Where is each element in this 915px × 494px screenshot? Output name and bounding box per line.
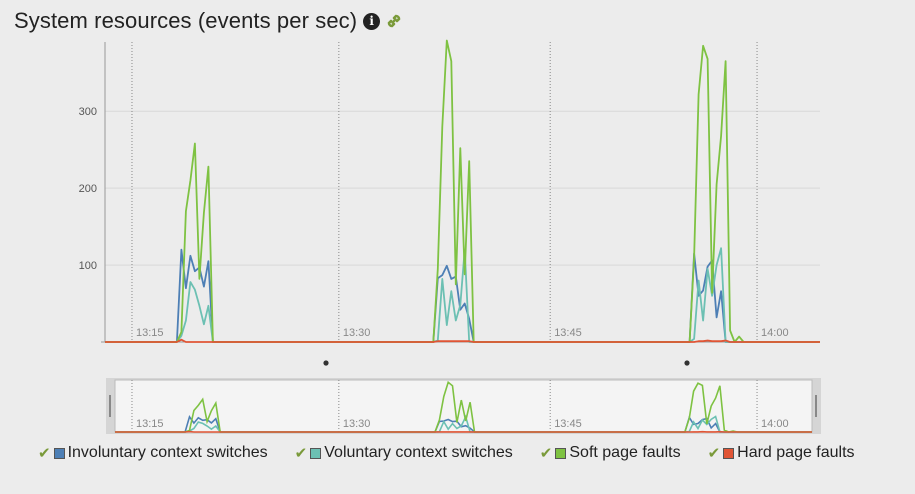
y-tick-label: 200: [79, 183, 97, 195]
navigator-tick-label: 13:45: [554, 418, 582, 430]
range-marker: [684, 360, 690, 366]
line-chart: 100 200 300 13:15 13:30 13:45 14:00 13:15 13:30 1…: [79, 39, 821, 434]
legend-label: Hard page faults: [737, 444, 855, 461]
x-tick-label: 13:30: [343, 327, 371, 339]
navigator-tick-label: 14:00: [761, 418, 789, 430]
checkmark-icon: ✔: [38, 445, 51, 462]
chart-header: System resources (events per sec) i: [14, 6, 403, 36]
y-tick-label: 100: [79, 260, 97, 272]
legend-item[interactable]: ✔ Soft page faults: [540, 444, 681, 462]
checkmark-icon: ✔: [539, 445, 553, 462]
legend: ✔ Involuntary context switches ✔ Voluntary …: [38, 444, 882, 462]
legend-label: Soft page faults: [569, 444, 681, 461]
x-tick-label: 13:15: [136, 327, 164, 339]
checkmark-icon: ✔: [707, 445, 721, 462]
x-tick-label: 13:45: [554, 327, 582, 339]
legend-item[interactable]: ✔ Hard page faults: [708, 444, 855, 462]
legend-swatch: [555, 447, 567, 459]
checkmark-icon: ✔: [294, 445, 308, 462]
legend-swatch: [723, 447, 735, 459]
navigator-tick-label: 13:30: [343, 418, 371, 430]
range-marker: [323, 360, 329, 366]
series-line: [105, 338, 820, 343]
legend-label: Voluntary context switches: [324, 444, 513, 461]
legend-label: Involuntary context switches: [67, 444, 268, 461]
info-icon[interactable]: i: [363, 12, 381, 30]
x-tick-label: 14:00: [761, 327, 789, 339]
legend-item[interactable]: ✔ Voluntary context switches: [295, 444, 513, 462]
legend-swatch: [53, 447, 65, 459]
chart-title: System resources (events per sec): [14, 8, 358, 33]
legend-swatch: [310, 447, 322, 459]
y-tick-label: 300: [79, 106, 97, 118]
legend-item[interactable]: ✔ Involuntary context switches: [38, 444, 268, 462]
link-icon[interactable]: [385, 12, 403, 30]
navigator-tick-label: 13:15: [136, 418, 164, 430]
